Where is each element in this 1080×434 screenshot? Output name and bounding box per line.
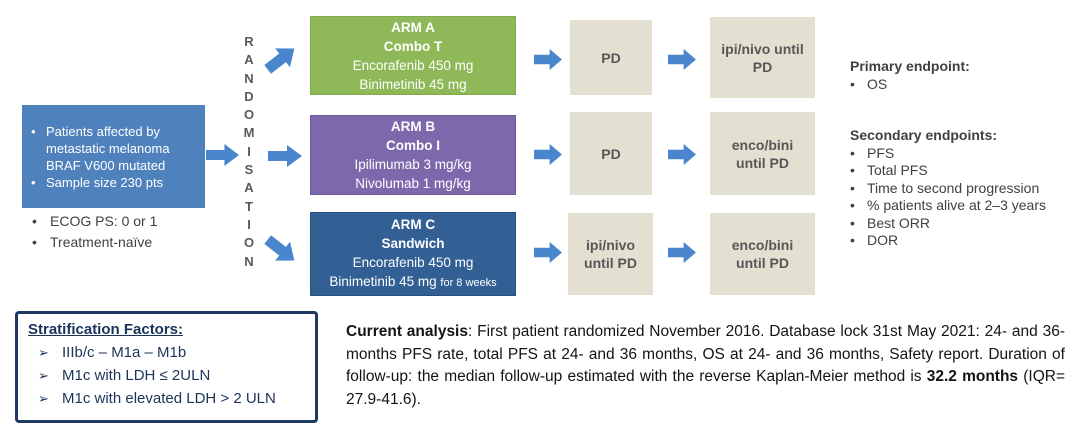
endpoint-item: % patients alive at 2–3 years xyxy=(867,197,1046,213)
list-item: • Time to second progression xyxy=(850,180,1046,198)
arrow-up-right-icon xyxy=(260,39,302,79)
arm-title: ARM C xyxy=(390,217,436,232)
list-item: • ECOG PS: 0 or 1 xyxy=(32,211,157,232)
arrow-right-icon xyxy=(534,49,562,70)
arm-drug1: Encorafenib 450 mg xyxy=(352,255,474,270)
arm-subtitle: Sandwich xyxy=(381,236,445,251)
arm-drug2: Binimetinib 45 mg xyxy=(359,76,467,92)
bullet-icon: • xyxy=(850,162,855,178)
arm-title: ARM A xyxy=(391,19,435,35)
endpoint-item: Time to second progression xyxy=(867,179,1040,196)
arm-duration-note: for 8 weeks xyxy=(440,277,497,289)
bullet-icon: • xyxy=(850,75,855,92)
bullet-icon: • xyxy=(850,179,855,196)
list-item: • Sample size 230 pts xyxy=(31,174,199,191)
sample-size-text: Sample size 230 pts xyxy=(46,174,164,190)
arm-drug1: Ipilimumab 3 mg/kg xyxy=(354,157,472,172)
bullet-icon: • xyxy=(32,234,37,250)
arm-drug2: Nivolumab 1 mg/kg xyxy=(355,176,471,191)
bullet-icon: • xyxy=(850,214,855,231)
arrow-down-right-icon xyxy=(260,230,302,270)
analysis-lead: Current analysis xyxy=(346,323,468,340)
bullet-icon: • xyxy=(32,213,37,229)
stratification-item: M1c with elevated LDH > 2 ULN xyxy=(62,390,276,407)
list-item: • Patients affected by metastatic melano… xyxy=(31,123,199,174)
arm-subtitle: Combo I xyxy=(386,138,440,153)
analysis-median-followup: 32.2 months xyxy=(926,368,1019,385)
endpoint-item: Total PFS xyxy=(867,162,928,178)
list-item: ➢ M1c with elevated LDH > 2 ULN xyxy=(28,387,307,410)
list-item: • OS xyxy=(850,76,970,94)
arrow-right-icon xyxy=(668,242,696,263)
endpoint-item: DOR xyxy=(867,232,899,248)
chevron-bullet-icon: ➢ xyxy=(38,368,49,383)
list-item: • DOR xyxy=(850,232,1046,250)
bullet-icon: • xyxy=(850,232,855,248)
bullet-icon: • xyxy=(31,123,36,139)
arrow-right-icon xyxy=(206,144,239,166)
secondary-endpoints-heading: Secondary endpoints: xyxy=(850,127,998,143)
patient-criteria-box: • Patients affected by metastatic melano… xyxy=(22,105,205,208)
stage-box-ipinivo-until-pd: ipi/nivo until PD xyxy=(710,17,815,98)
stratification-item: M1c with LDH ≤ 2ULN xyxy=(62,367,211,384)
endpoint-item: PFS xyxy=(867,144,895,161)
eligibility-notes: • ECOG PS: 0 or 1 • Treatment-naïve xyxy=(32,211,157,253)
primary-endpoint-section: Primary endpoint: • OS xyxy=(850,58,970,93)
chevron-bullet-icon: ➢ xyxy=(38,391,49,406)
arm-c-box: ARM C Sandwich Encorafenib 450 mg Binime… xyxy=(310,212,516,296)
bullet-icon: • xyxy=(850,197,855,213)
analysis-body: : First patient randomized November 2016… xyxy=(346,323,1065,385)
arm-b-box: ARM B Combo I Ipilimumab 3 mg/kg Nivolum… xyxy=(310,115,516,195)
list-item: • Treatment-naïve xyxy=(32,232,157,253)
patient-criteria-list: • Patients affected by metastatic melano… xyxy=(31,123,199,191)
endpoint-item: Best ORR xyxy=(867,214,931,231)
stratification-heading: Stratification Factors: xyxy=(28,321,184,338)
current-analysis-paragraph: Current analysis: First patient randomiz… xyxy=(346,321,1065,411)
bullet-icon: • xyxy=(31,174,36,190)
list-item: ➢ IIIb/c – M1a – M1b xyxy=(28,341,307,364)
stage-box-pd: PD xyxy=(570,20,652,95)
secondary-endpoints-section: Secondary endpoints: • PFS • Total PFS •… xyxy=(850,127,1046,250)
list-item: ➢ M1c with LDH ≤ 2ULN xyxy=(28,364,307,387)
arm-drug2: Binimetinib 45 mg for 8 weeks xyxy=(329,274,497,289)
arrow-right-icon xyxy=(534,144,562,165)
stage-box-pd: PD xyxy=(570,112,652,195)
stratification-factors-box: Stratification Factors: ➢ IIIb/c – M1a –… xyxy=(15,311,318,423)
list-item: • Total PFS xyxy=(850,162,1046,180)
chevron-bullet-icon: ➢ xyxy=(38,345,49,360)
list-item: • PFS xyxy=(850,145,1046,163)
stratification-item: IIIb/c – M1a – M1b xyxy=(62,344,187,361)
arm-a-box: ARM A Combo T Encorafenib 450 mg Binimet… xyxy=(310,16,516,95)
stage-box-encobini-until-pd: enco/bini until PD xyxy=(710,112,815,195)
endpoint-item: OS xyxy=(867,75,888,92)
list-item: • Best ORR xyxy=(850,215,1046,233)
arrow-right-icon xyxy=(268,145,302,167)
patient-criteria-text: Patients affected by metastatic melanoma… xyxy=(46,123,170,173)
bullet-icon: • xyxy=(850,144,855,161)
stage-box-encobini-until-pd: enco/bini until PD xyxy=(710,213,815,295)
arrow-right-icon xyxy=(668,49,696,70)
primary-endpoint-heading: Primary endpoint: xyxy=(850,58,970,74)
treatment-naive-text: Treatment-naïve xyxy=(50,234,153,250)
analysis-tail: (IQR= 27.9-41.6). xyxy=(346,368,1065,408)
arrow-right-icon xyxy=(534,242,562,263)
arrow-right-icon xyxy=(668,144,696,165)
ecog-text: ECOG PS: 0 or 1 xyxy=(50,213,158,229)
arm-subtitle: Combo T xyxy=(383,38,443,54)
list-item: • % patients alive at 2–3 years xyxy=(850,197,1046,215)
arm-title: ARM B xyxy=(390,119,436,134)
stage-box-ipinivo-until-pd: ipi/nivo until PD xyxy=(568,213,653,295)
arm-drug1: Encorafenib 450 mg xyxy=(352,57,474,73)
